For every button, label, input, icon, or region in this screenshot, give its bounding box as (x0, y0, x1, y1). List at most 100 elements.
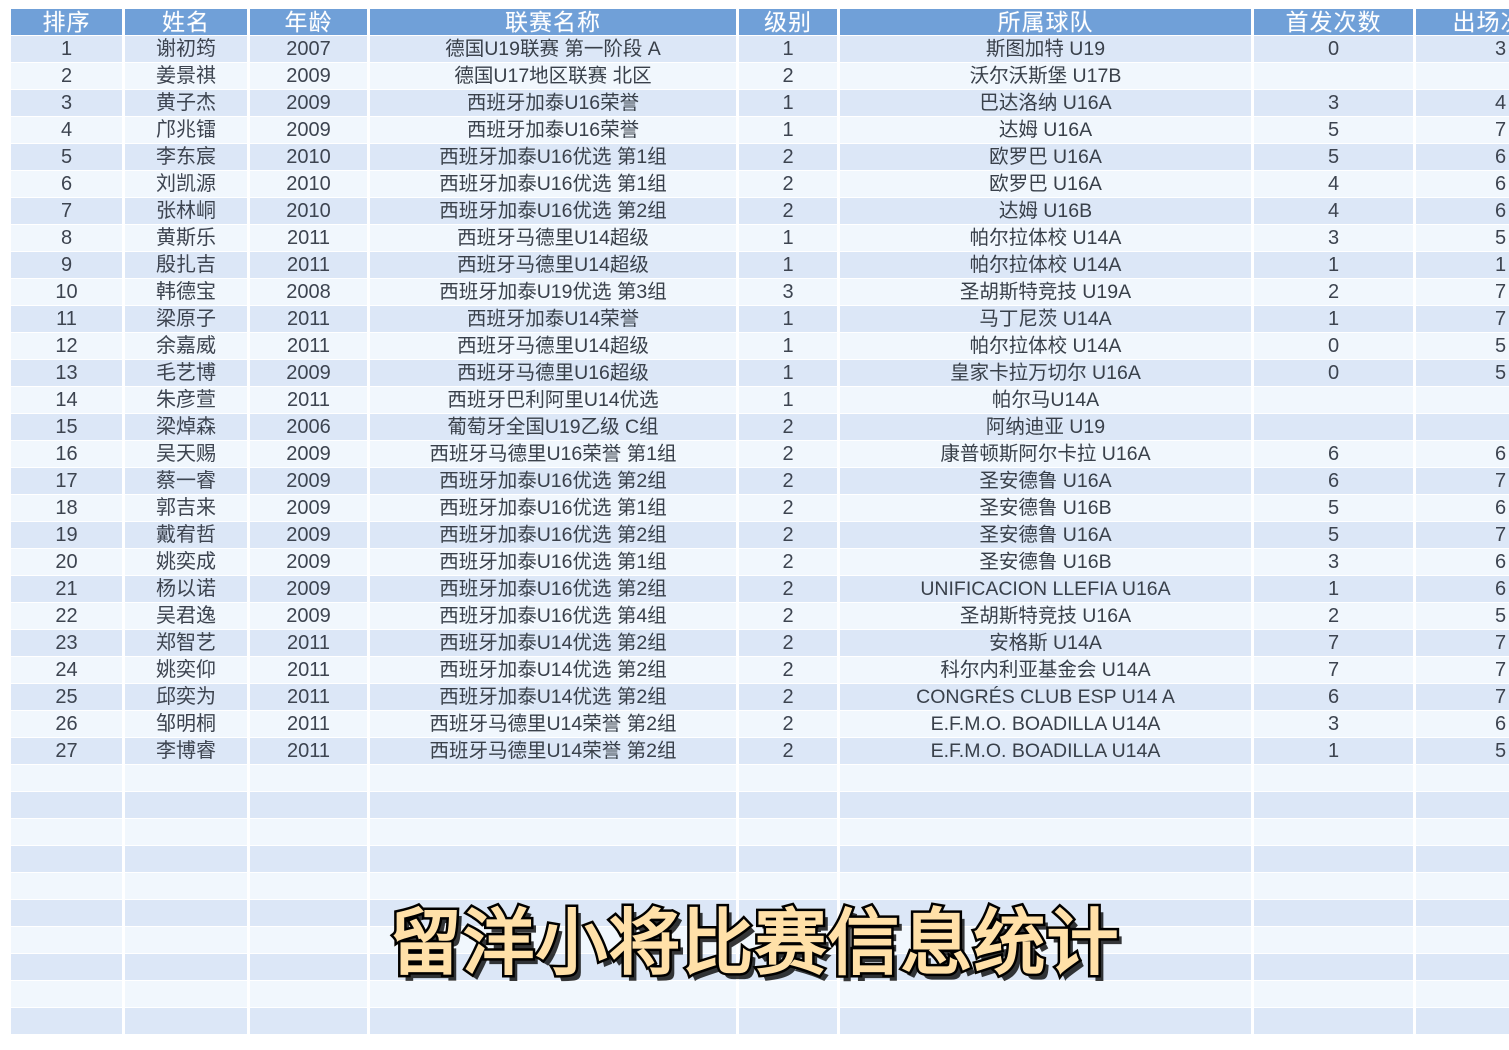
cell-empty-rank[interactable] (11, 1008, 122, 1034)
cell-year[interactable]: 2011 (250, 711, 367, 737)
cell-year[interactable]: 2009 (250, 441, 367, 467)
table-row[interactable]: 6 刘凯源 2010 西班牙加泰U16优选 第1组 2 欧罗巴 U16A 4 6 (11, 171, 1509, 197)
cell-starts[interactable]: 0 (1254, 360, 1413, 386)
table-row[interactable]: 1 谢初筠 2007 德国U19联赛 第一阶段 A 1 斯图加特 U19 0 3 (11, 36, 1509, 62)
cell-level[interactable]: 2 (739, 441, 837, 467)
column-header-year[interactable]: 年龄 (250, 9, 367, 35)
cell-year[interactable]: 2011 (250, 738, 367, 764)
cell-empty-starts[interactable] (1254, 846, 1413, 872)
table-row[interactable]: 4 邝兆镭 2009 西班牙加泰U16荣誉 1 达姆 U16A 5 7 (11, 117, 1509, 143)
table-row-empty[interactable] (11, 873, 1509, 899)
cell-league[interactable]: 葡萄牙全国U19乙级 C组 (370, 414, 736, 440)
cell-name[interactable]: 姚奕仰 (125, 657, 247, 683)
cell-level[interactable]: 2 (739, 171, 837, 197)
cell-rank[interactable]: 15 (11, 414, 122, 440)
cell-rank[interactable]: 7 (11, 198, 122, 224)
cell-empty-team[interactable] (840, 954, 1251, 980)
cell-starts[interactable]: 0 (1254, 333, 1413, 359)
cell-empty-league[interactable] (370, 1008, 736, 1034)
cell-team[interactable]: E.F.M.O. BOADILLA U14A (840, 711, 1251, 737)
cell-year[interactable]: 2010 (250, 198, 367, 224)
cell-team[interactable]: 帕尔拉体校 U14A (840, 252, 1251, 278)
table-row[interactable]: 19 戴宥哲 2009 西班牙加泰U16优选 第2组 2 圣安德鲁 U16A 5 7 (11, 522, 1509, 548)
cell-year[interactable]: 2009 (250, 495, 367, 521)
cell-empty-year[interactable] (250, 873, 367, 899)
table-row[interactable]: 16 吴天赐 2009 西班牙马德里U16荣誉 第1组 2 康普顿斯阿尔卡拉 U16A 6 6 (11, 441, 1509, 467)
cell-league[interactable]: 西班牙马德里U14荣誉 第2组 (370, 711, 736, 737)
table-row[interactable]: 3 黄子杰 2009 西班牙加泰U16荣誉 1 巴达洛纳 U16A 3 4 (11, 90, 1509, 116)
cell-empty-apps[interactable] (1416, 765, 1509, 791)
table-row[interactable]: 13 毛艺博 2009 西班牙马德里U16超级 1 皇家卡拉万切尔 U16A 0 5 (11, 360, 1509, 386)
cell-team[interactable]: 康普顿斯阿尔卡拉 U16A (840, 441, 1251, 467)
cell-empty-league[interactable] (370, 900, 736, 926)
cell-empty-name[interactable] (125, 927, 247, 953)
cell-name[interactable]: 黄子杰 (125, 90, 247, 116)
cell-empty-name[interactable] (125, 1008, 247, 1034)
cell-rank[interactable]: 10 (11, 279, 122, 305)
table-row-empty[interactable] (11, 792, 1509, 818)
cell-empty-league[interactable] (370, 927, 736, 953)
cell-name[interactable]: 韩德宝 (125, 279, 247, 305)
cell-starts[interactable]: 3 (1254, 711, 1413, 737)
table-row-empty[interactable] (11, 846, 1509, 872)
cell-starts[interactable]: 6 (1254, 684, 1413, 710)
cell-league[interactable]: 西班牙加泰U16优选 第2组 (370, 576, 736, 602)
cell-empty-name[interactable] (125, 846, 247, 872)
cell-name[interactable]: 殷扎吉 (125, 252, 247, 278)
cell-empty-apps[interactable] (1416, 819, 1509, 845)
cell-apps[interactable]: 7 (1416, 306, 1509, 332)
cell-apps[interactable]: 7 (1416, 657, 1509, 683)
column-header-rank[interactable]: 排序 (11, 9, 122, 35)
cell-team[interactable]: 达姆 U16A (840, 117, 1251, 143)
table-row-empty[interactable] (11, 765, 1509, 791)
cell-year[interactable]: 2009 (250, 468, 367, 494)
cell-empty-level[interactable] (739, 819, 837, 845)
cell-rank[interactable]: 3 (11, 90, 122, 116)
cell-rank[interactable]: 23 (11, 630, 122, 656)
cell-apps[interactable]: 7 (1416, 279, 1509, 305)
cell-empty-name[interactable] (125, 765, 247, 791)
cell-rank[interactable]: 8 (11, 225, 122, 251)
cell-level[interactable]: 1 (739, 306, 837, 332)
cell-starts[interactable]: 5 (1254, 144, 1413, 170)
cell-year[interactable]: 2009 (250, 63, 367, 89)
cell-empty-rank[interactable] (11, 900, 122, 926)
cell-team[interactable]: 圣安德鲁 U16B (840, 549, 1251, 575)
cell-team[interactable]: 欧罗巴 U16A (840, 171, 1251, 197)
cell-empty-league[interactable] (370, 873, 736, 899)
cell-empty-apps[interactable] (1416, 900, 1509, 926)
cell-empty-starts[interactable] (1254, 900, 1413, 926)
cell-apps[interactable]: 6 (1416, 576, 1509, 602)
cell-level[interactable]: 2 (739, 144, 837, 170)
cell-level[interactable]: 2 (739, 495, 837, 521)
cell-name[interactable]: 余嘉威 (125, 333, 247, 359)
cell-empty-rank[interactable] (11, 927, 122, 953)
cell-league[interactable]: 德国U17地区联赛 北区 (370, 63, 736, 89)
column-header-team[interactable]: 所属球队 (840, 9, 1251, 35)
cell-level[interactable]: 1 (739, 387, 837, 413)
cell-starts[interactable]: 1 (1254, 306, 1413, 332)
cell-empty-team[interactable] (840, 792, 1251, 818)
table-row[interactable]: 11 梁原子 2011 西班牙加泰U14荣誉 1 马丁尼茨 U14A 1 7 (11, 306, 1509, 332)
cell-rank[interactable]: 1 (11, 36, 122, 62)
cell-empty-year[interactable] (250, 792, 367, 818)
cell-apps[interactable]: 7 (1416, 522, 1509, 548)
cell-league[interactable]: 西班牙加泰U16荣誉 (370, 90, 736, 116)
cell-level[interactable]: 3 (739, 279, 837, 305)
cell-starts[interactable]: 5 (1254, 522, 1413, 548)
cell-name[interactable]: 黄斯乐 (125, 225, 247, 251)
cell-apps[interactable]: 5 (1416, 333, 1509, 359)
cell-apps[interactable]: 6 (1416, 198, 1509, 224)
cell-team[interactable]: 阿纳迪亚 U19 (840, 414, 1251, 440)
cell-empty-league[interactable] (370, 954, 736, 980)
cell-team[interactable]: 马丁尼茨 U14A (840, 306, 1251, 332)
cell-starts[interactable]: 7 (1254, 657, 1413, 683)
cell-league[interactable]: 德国U19联赛 第一阶段 A (370, 36, 736, 62)
cell-level[interactable]: 1 (739, 360, 837, 386)
cell-rank[interactable]: 22 (11, 603, 122, 629)
table-row-empty[interactable] (11, 954, 1509, 980)
cell-name[interactable]: 谢初筠 (125, 36, 247, 62)
column-header-level[interactable]: 级别 (739, 9, 837, 35)
cell-apps[interactable]: 5 (1416, 738, 1509, 764)
cell-empty-apps[interactable] (1416, 954, 1509, 980)
